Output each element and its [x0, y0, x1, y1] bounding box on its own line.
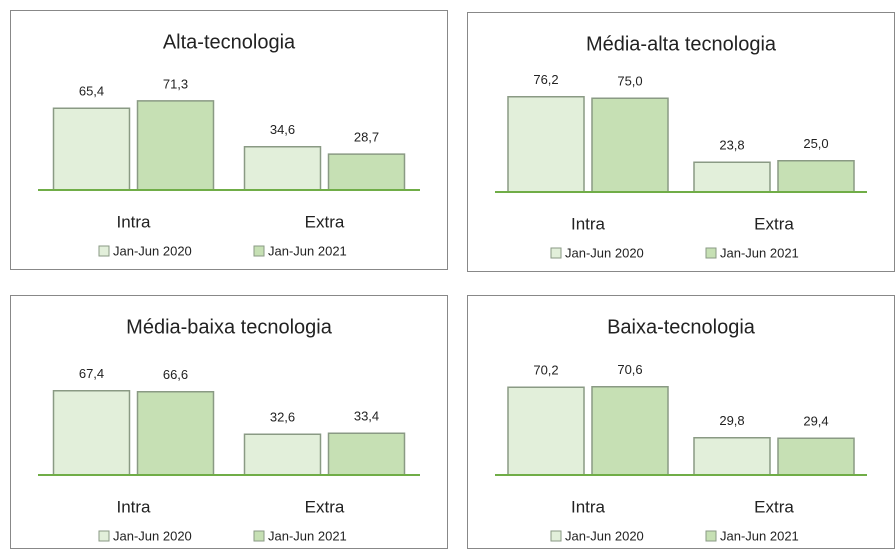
value-label: 67,4: [79, 366, 104, 381]
value-label: 23,8: [719, 138, 744, 153]
legend-label: Jan-Jun 2021: [720, 245, 799, 260]
chart-title: Alta-tecnologia: [163, 31, 296, 53]
chart-panel: Alta-tecnologia Intra 65,4 71,3 Extra 34,6 28,…: [10, 10, 448, 270]
legend-label: Jan-Jun 2021: [720, 528, 799, 543]
bar: [777, 160, 855, 193]
chart-title: Média-alta tecnologia: [586, 33, 777, 55]
value-label: 66,6: [163, 367, 188, 382]
bar: [693, 161, 771, 193]
category-label: Extra: [754, 497, 794, 516]
value-label: 75,0: [617, 74, 642, 89]
value-label: 76,2: [533, 72, 558, 87]
legend-label: Jan-Jun 2020: [113, 528, 192, 543]
bar: [777, 437, 855, 476]
bar: [243, 433, 322, 476]
value-label: 34,6: [270, 122, 295, 137]
bar: [693, 437, 771, 476]
value-label: 29,8: [719, 413, 744, 428]
category-label: Intra: [571, 214, 606, 233]
bar: [327, 153, 406, 191]
chart-title: Baixa-tecnologia: [607, 316, 756, 338]
value-label: 65,4: [79, 84, 104, 99]
legend-swatch: [253, 530, 265, 542]
legend-swatch: [98, 245, 110, 257]
bar: [591, 97, 669, 193]
legend-label: Jan-Jun 2021: [268, 243, 347, 258]
bar: [52, 107, 131, 191]
legend-label: Jan-Jun 2020: [565, 245, 644, 260]
bar: [136, 100, 215, 191]
chart-panel: Média-alta tecnologia Intra 76,2 75,0 Extra 2…: [467, 12, 895, 272]
value-label: 32,6: [270, 410, 295, 425]
value-label: 28,7: [354, 130, 379, 145]
legend-swatch: [705, 530, 717, 542]
value-label: 33,4: [354, 409, 379, 424]
bar: [507, 96, 585, 193]
value-label: 70,2: [533, 363, 558, 378]
category-label: Intra: [116, 497, 151, 516]
legend-swatch: [550, 530, 562, 542]
chart-panel: Baixa-tecnologia Intra 70,2 70,6 Extra 29,8 29…: [467, 295, 895, 549]
value-label: 71,3: [163, 76, 188, 91]
chart-title: Média-baixa tecnologia: [126, 316, 333, 338]
legend-label: Jan-Jun 2020: [565, 528, 644, 543]
bar: [136, 391, 215, 476]
legend-swatch: [253, 245, 265, 257]
legend-swatch: [550, 247, 562, 259]
legend-swatch: [705, 247, 717, 259]
legend-swatch: [98, 530, 110, 542]
legend-label: Jan-Jun 2021: [268, 528, 347, 543]
chart-panel: Média-baixa tecnologia Intra 67,4 66,6 Extra…: [10, 295, 448, 549]
category-label: Extra: [305, 212, 345, 231]
value-label: 25,0: [803, 136, 828, 151]
value-label: 70,6: [617, 362, 642, 377]
category-label: Intra: [571, 497, 606, 516]
category-label: Extra: [754, 214, 794, 233]
category-label: Intra: [116, 212, 151, 231]
bar: [52, 390, 131, 476]
value-label: 29,4: [803, 414, 828, 429]
legend-label: Jan-Jun 2020: [113, 243, 192, 258]
bar: [243, 146, 322, 191]
bar: [591, 386, 669, 476]
bar: [327, 432, 406, 476]
bar: [507, 386, 585, 476]
category-label: Extra: [305, 497, 345, 516]
